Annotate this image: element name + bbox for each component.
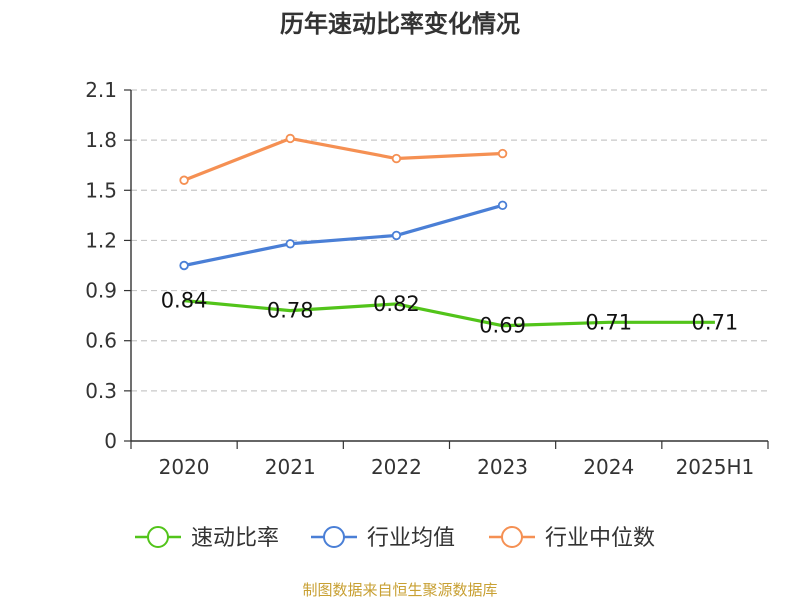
y-tick-label: 2.1 [85,78,117,102]
data-point [179,175,189,185]
y-tick-label: 1.5 [85,178,117,202]
x-tick-label: 2024 [583,455,634,479]
legend-marker [501,526,523,548]
legend-item: 速动比率 [135,526,279,551]
data-point [179,260,189,271]
x-tick-label: 2022 [371,455,422,479]
data-point [391,230,402,241]
x-tick-label: 2020 [159,455,210,479]
data-point [497,200,508,211]
legend-item: 行业中位数 [489,526,655,551]
legend-label: 行业中位数 [545,526,655,551]
data-point [285,239,295,249]
x-tick-label: 2021 [265,455,316,479]
legend-label: 速动比率 [191,526,279,551]
legend-label: 行业均值 [367,526,455,551]
data-label: 0.84 [161,289,208,313]
y-tick-label: 0 [104,429,117,453]
series-line-2 [183,136,503,182]
y-tick-label: 1.2 [85,228,117,252]
data-label: 0.71 [692,310,739,334]
data-label: 0.69 [479,314,526,338]
x-tick-label: 2023 [477,455,528,479]
data-point [497,148,508,159]
y-tick-label: 1.8 [85,128,117,152]
chart-title: 历年速动比率变化情况 [280,10,520,38]
series-line-0 [183,299,715,328]
legend-marker [323,526,345,548]
source-note: 制图数据来自恒生聚源数据库 [302,581,498,599]
y-tick-label: 0.9 [85,279,117,303]
series-line-1 [183,203,504,268]
data-label: 0.82 [373,292,420,316]
data-label: 0.71 [585,310,632,334]
y-tick-label: 0.6 [85,329,117,353]
x-tick-label: 2025H1 [676,455,755,479]
data-label: 0.78 [267,299,314,323]
legend-item: 行业均值 [311,526,455,551]
y-tick-label: 0.3 [85,379,117,403]
data-point [285,133,295,144]
legend-marker [147,526,169,548]
data-point [391,153,402,164]
